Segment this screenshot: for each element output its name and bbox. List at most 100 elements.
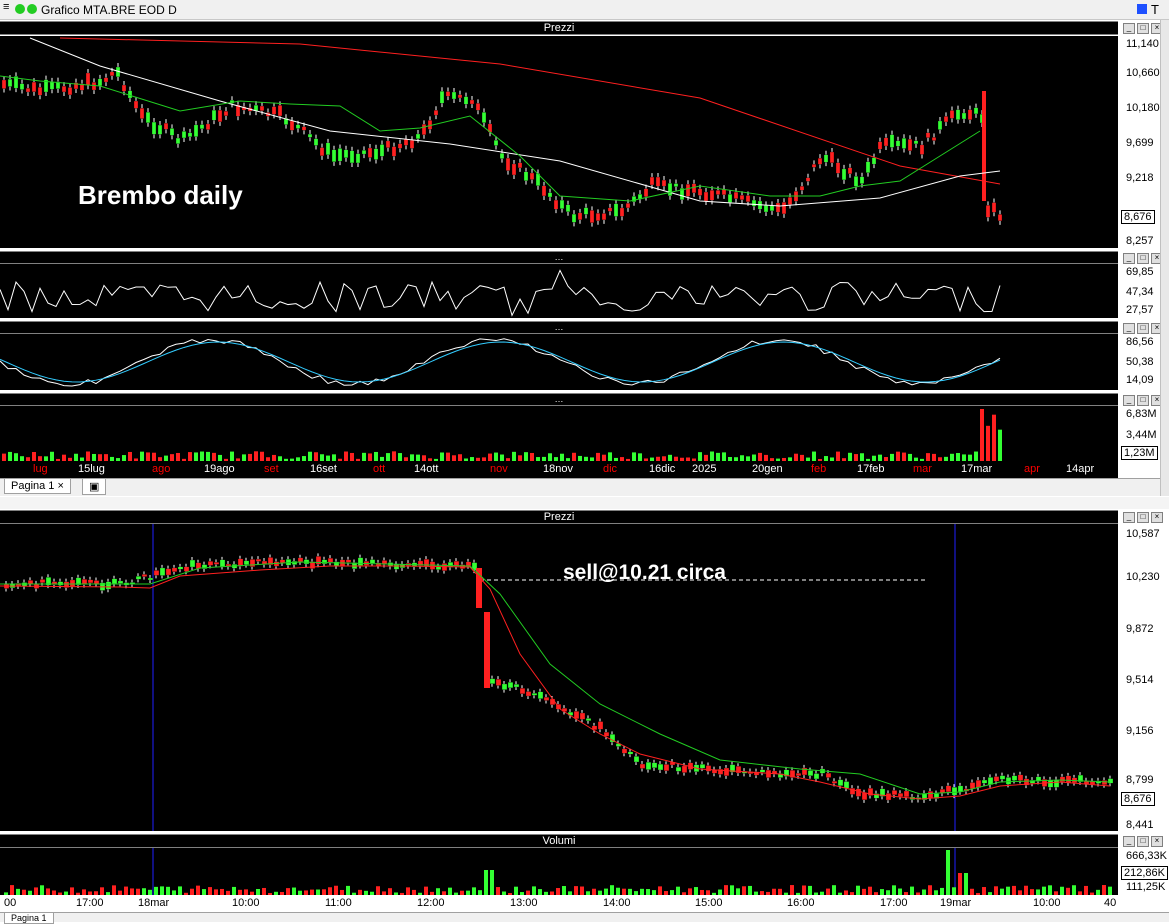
candle-body xyxy=(451,91,457,100)
panel-controls: _ □ × xyxy=(1123,23,1163,34)
blue-square-icon[interactable] xyxy=(1137,4,1147,14)
vertical-scrollbar[interactable] xyxy=(1160,20,1169,496)
oscillator-1-chart[interactable] xyxy=(0,264,1118,318)
candle-body xyxy=(849,788,856,795)
volume-bar xyxy=(328,887,332,895)
candle-body xyxy=(531,693,538,696)
bottom-price-chart[interactable]: sell@10.21 circa xyxy=(0,524,1118,831)
candle-body xyxy=(397,143,403,149)
text-tool-icon[interactable]: T xyxy=(1151,2,1159,17)
volume-bar xyxy=(284,458,288,461)
maximize-button[interactable]: □ xyxy=(1137,253,1149,264)
candle-body xyxy=(715,190,721,195)
tab-pagina-1[interactable]: Pagina 1 × xyxy=(4,479,71,494)
candle-body xyxy=(853,176,859,187)
menu-icon[interactable]: ≡ xyxy=(3,1,10,13)
volume-bar xyxy=(812,451,816,461)
volume-bar xyxy=(958,873,962,895)
volume-bar xyxy=(788,457,792,461)
volume-bar xyxy=(370,891,374,895)
maximize-button[interactable]: □ xyxy=(1137,395,1149,406)
candle-body xyxy=(367,147,373,158)
candle-body xyxy=(103,77,109,83)
add-page-button[interactable]: ▣ xyxy=(82,479,107,495)
candle-body xyxy=(823,154,829,163)
panel-controls: _ □ × xyxy=(1123,836,1163,847)
volume-bar xyxy=(556,888,560,895)
volume-bar xyxy=(742,886,746,895)
volume-bar xyxy=(848,452,852,461)
top-volume-chart[interactable] xyxy=(0,406,1118,461)
maximize-button[interactable]: □ xyxy=(1137,23,1149,34)
volume-bar xyxy=(968,454,972,461)
volume-bar xyxy=(1036,889,1040,895)
candle-body xyxy=(325,142,331,156)
volume-bar xyxy=(124,886,128,895)
volume-bar xyxy=(452,455,456,461)
minimize-button[interactable]: _ xyxy=(1123,836,1135,847)
date-tick-label: dic xyxy=(603,463,618,475)
candle-body xyxy=(537,691,544,699)
candle-body xyxy=(1005,777,1012,785)
minimize-button[interactable]: _ xyxy=(1123,323,1135,334)
volume-bar xyxy=(484,870,488,895)
axis-label: 27,57 xyxy=(1126,304,1154,316)
axis-label: 3,44M xyxy=(1126,429,1157,441)
volume-bar xyxy=(652,890,656,895)
volume-bar xyxy=(298,890,302,895)
volume-bar xyxy=(16,888,20,895)
minimize-button[interactable]: _ xyxy=(1123,23,1135,34)
close-button[interactable]: × xyxy=(1151,836,1163,847)
volume-bar xyxy=(1054,891,1058,895)
maximize-button[interactable]: □ xyxy=(1137,323,1149,334)
volume-bar xyxy=(698,452,702,461)
volume-bar xyxy=(1072,885,1076,895)
volume-bar xyxy=(596,452,600,461)
axis-label: 9,872 xyxy=(1126,623,1154,635)
candle-body xyxy=(955,109,961,120)
candle-body xyxy=(967,109,973,120)
volume-bar xyxy=(308,451,312,461)
volume-bar xyxy=(70,887,74,895)
oscillator-2-chart[interactable] xyxy=(0,334,1118,390)
date-tick-label: set xyxy=(264,463,279,475)
minimize-button[interactable]: _ xyxy=(1123,512,1135,523)
candle-body xyxy=(1065,775,1072,783)
candle-body xyxy=(171,567,178,572)
green-dot-icon[interactable] xyxy=(15,4,25,14)
minimize-button[interactable]: _ xyxy=(1123,253,1135,264)
date-tick-label: 17mar xyxy=(961,463,993,475)
volume-bar xyxy=(754,891,758,895)
volume-bar xyxy=(700,889,704,895)
volume-bar xyxy=(704,454,708,461)
volume-bar xyxy=(532,886,536,895)
candle-body xyxy=(543,697,550,701)
candle-body xyxy=(667,183,673,196)
close-icon[interactable]: × xyxy=(57,480,64,492)
green-dot-icon[interactable] xyxy=(27,4,37,14)
volume-bar xyxy=(976,892,980,895)
volume-bar xyxy=(694,887,698,895)
axis-label: 8,799 xyxy=(1126,774,1154,786)
date-tick-label: 15lug xyxy=(78,463,105,475)
axis-label: 10,180 xyxy=(1126,102,1160,114)
volume-bar xyxy=(658,886,662,895)
volume-bar xyxy=(92,453,96,461)
candle-body xyxy=(49,81,55,90)
volume-bar xyxy=(578,455,582,461)
volume-bar xyxy=(782,457,786,461)
volume-bar xyxy=(920,458,924,461)
candle-body xyxy=(55,81,61,89)
close-button[interactable]: × xyxy=(1151,512,1163,523)
axis-label: 86,56 xyxy=(1126,336,1154,348)
bottom-volume-chart[interactable] xyxy=(0,848,1118,895)
top-price-chart[interactable]: Brembo daily xyxy=(0,36,1118,248)
volume-bar xyxy=(778,888,782,895)
minimize-button[interactable]: _ xyxy=(1123,395,1135,406)
volume-bar xyxy=(490,870,494,895)
volume-bar xyxy=(158,457,162,461)
maximize-button[interactable]: □ xyxy=(1137,836,1149,847)
maximize-button[interactable]: □ xyxy=(1137,512,1149,523)
volume-bar xyxy=(950,453,954,461)
tab-pagina-1[interactable]: Pagina 1 xyxy=(4,913,54,924)
